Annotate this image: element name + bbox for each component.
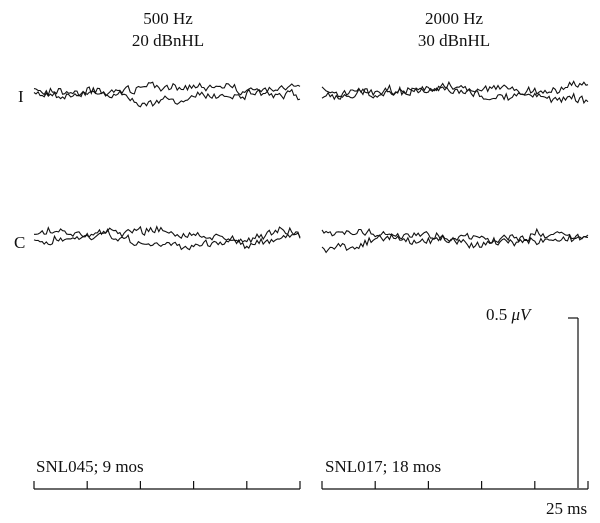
waveform-trace [321,231,589,254]
waveform-traces [33,80,589,254]
panel-2-header: 2000 Hz 30 dBnHL [354,8,554,52]
panel-1-subject: SNL045; 9 mos [36,457,144,476]
row-label-contralateral: C [14,233,26,252]
panel-1-header: 500 Hz 20 dBnHL [68,8,268,52]
waveform-trace [34,226,301,251]
scale-amplitude-unit: μV [511,305,531,324]
time-axes [33,481,589,490]
panel-1-level: 20 dBnHL [131,31,205,50]
scale-amplitude-label: 0.5 μV [486,306,530,323]
waveform-trace [321,80,589,105]
scale-amplitude-value: 0.5 [486,305,508,324]
waveform-trace [33,83,301,108]
panel-2-level: 30 dBnHL [417,31,491,50]
panel-1-frequency: 500 Hz [143,9,193,28]
scale-time-label: 25 ms [546,499,588,518]
panel-2-subject: SNL017; 18 mos [325,457,442,476]
waveform-trace [321,227,589,249]
waveform-trace [33,225,301,250]
panel-2-frequency: 2000 Hz [424,9,484,28]
waveform-trace [321,80,589,102]
row-label-ipsilateral: I [18,87,24,106]
